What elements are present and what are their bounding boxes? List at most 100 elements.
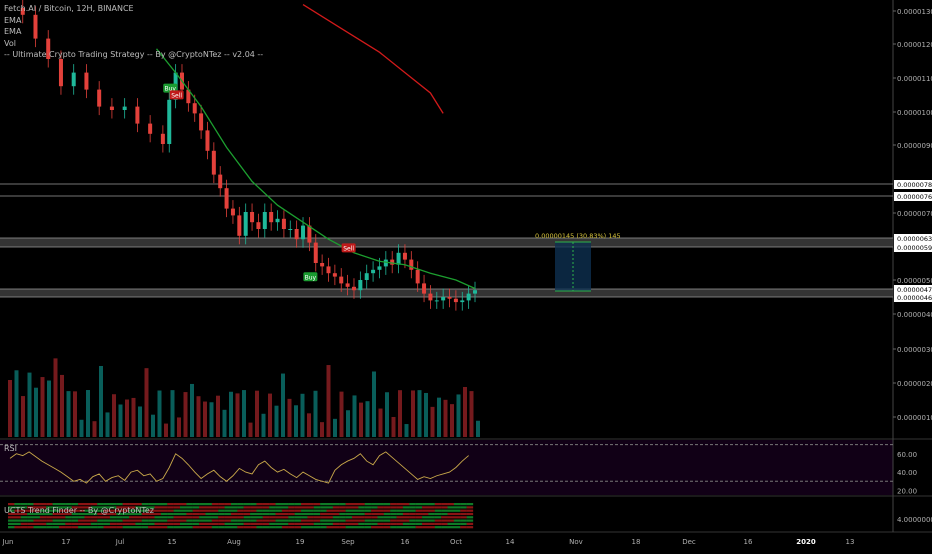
trend-cell: [39, 519, 47, 522]
trend-cell: [415, 512, 423, 516]
trend-cell: [103, 503, 111, 506]
trend-cell: [345, 526, 353, 529]
trend-cell: [20, 506, 28, 509]
candle-body: [71, 72, 76, 87]
level-price-tag: [894, 285, 932, 294]
trend-cell: [256, 506, 263, 509]
trend-cell: [90, 509, 98, 512]
trend-cell: [269, 516, 276, 519]
trend-cell: [326, 522, 333, 525]
trend-cell: [173, 516, 181, 519]
trend-cell: [402, 512, 410, 516]
trend-cell: [383, 503, 391, 506]
trend-cell: [122, 526, 130, 529]
trend-cell: [224, 519, 232, 522]
trend-cell: [33, 503, 40, 506]
trend-cell: [262, 509, 270, 512]
trend-cell: [390, 526, 397, 529]
trend-cell: [269, 519, 276, 522]
rsi-line: [9, 451, 469, 484]
candle-body: [199, 113, 204, 131]
trend-cell: [154, 519, 162, 522]
trend-cell: [358, 506, 365, 509]
trend-cell: [27, 522, 34, 525]
trend-cell: [351, 509, 359, 512]
trend-cell: [320, 522, 327, 525]
volume-bar: [255, 390, 259, 437]
signal-label: Buy: [305, 274, 317, 281]
trend-cell: [422, 519, 429, 522]
trend-cell: [371, 512, 378, 516]
trend-cell: [326, 512, 333, 516]
trend-cell: [33, 522, 40, 525]
trend-cell: [364, 512, 372, 516]
trend-cell: [250, 519, 257, 522]
trend-cell: [332, 519, 340, 522]
trend-cell: [218, 526, 225, 529]
trend-cell: [14, 519, 21, 522]
indicator-volume[interactable]: Vol: [4, 38, 16, 48]
trend-cell: [434, 526, 442, 529]
trend-cell: [301, 506, 308, 509]
trend-cell: [396, 509, 404, 512]
trend-cell: [186, 506, 193, 509]
candle-body: [33, 14, 38, 39]
trend-cell: [243, 509, 251, 512]
trend-cell: [402, 516, 410, 519]
trend-cell: [27, 526, 34, 529]
trend-cell: [377, 506, 384, 509]
trend-cell: [281, 516, 289, 519]
trend-cell: [447, 522, 455, 525]
trend-cell: [84, 512, 91, 516]
trend-cell: [428, 512, 435, 516]
trend-cell: [211, 509, 219, 512]
candle-body: [434, 300, 439, 302]
trend-cell: [186, 503, 193, 506]
candle-body: [288, 229, 293, 230]
signal-badge: [169, 90, 184, 100]
trend-cell: [294, 506, 302, 509]
trend-cell: [71, 506, 79, 509]
buy-signal: Buy: [163, 83, 178, 93]
trend-cell: [262, 506, 270, 509]
volume-bar: [151, 414, 155, 437]
trend-tick-label: 4.00000000: [897, 516, 932, 524]
candle-body: [377, 266, 382, 270]
trend-cell: [351, 526, 359, 529]
y-tick-label: 0.00000700: [897, 210, 932, 218]
trend-cell: [301, 519, 308, 522]
trend-cell: [65, 526, 72, 529]
trend-cell: [383, 516, 391, 519]
x-tick-label: Sep: [341, 538, 355, 546]
candle-body: [192, 103, 197, 114]
trend-cell: [364, 526, 372, 529]
trend-cell: [52, 522, 60, 525]
trend-cell: [441, 522, 448, 525]
trend-cell: [351, 506, 359, 509]
trend-cell: [262, 522, 270, 525]
rsi-pane-bg: [0, 440, 893, 495]
trend-cell: [160, 506, 168, 509]
indicator-strategy[interactable]: -- Ultimate Crypto Trading Strategy -- B…: [4, 50, 264, 59]
volume-bar: [437, 397, 441, 437]
trend-cell: [326, 516, 333, 519]
candle-body: [256, 222, 261, 229]
indicator-ema-fast[interactable]: EMA: [4, 15, 22, 25]
trend-cell: [415, 506, 423, 509]
trend-cell: [281, 509, 289, 512]
volume-bar: [79, 419, 84, 437]
trend-cell: [466, 516, 474, 519]
trend-cell: [230, 512, 238, 516]
trend-cell: [377, 522, 384, 525]
rsi-tick-label: 40.00: [897, 469, 917, 477]
rsi-title: RSI: [4, 444, 17, 453]
trend-cell: [8, 512, 15, 516]
y-tick-label: 0.00000300: [897, 346, 932, 354]
volume-bar: [66, 391, 71, 437]
trend-cell: [103, 509, 111, 512]
trend-cell: [364, 503, 372, 506]
indicator-ema-slow[interactable]: EMA: [4, 27, 22, 36]
trend-cell: [415, 522, 423, 525]
trend-cell: [390, 522, 397, 525]
